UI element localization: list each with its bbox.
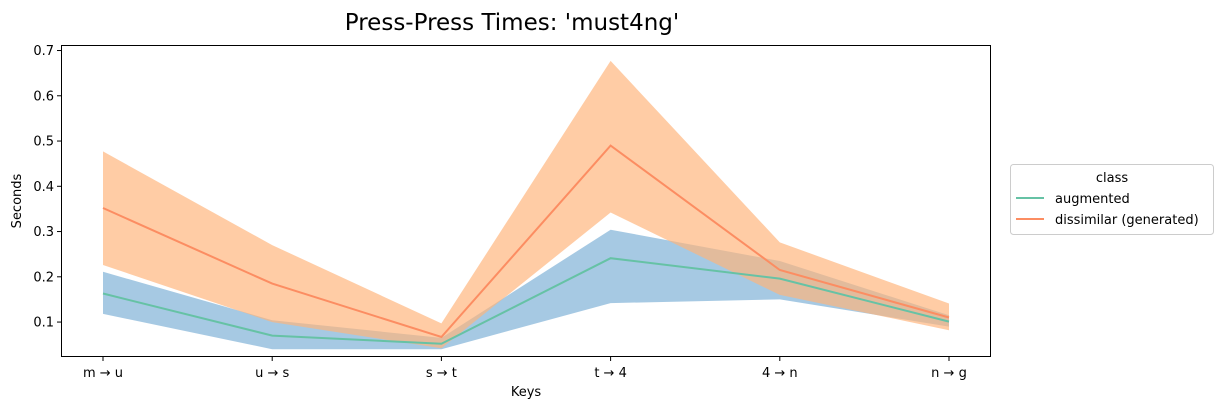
x-tick-label-1: u → s <box>255 366 289 381</box>
y-tick-label-5: 0.6 <box>33 89 54 104</box>
series-line-0 <box>102 257 950 345</box>
y-axis-label: Seconds <box>10 173 25 228</box>
legend-label-dissimilar: dissimilar (generated) <box>1055 213 1199 228</box>
series-lines <box>102 144 950 345</box>
x-tick-label-3: t → 4 <box>594 366 627 381</box>
y-axis-ticks: 0.1 0.2 0.3 0.4 0.5 0.6 0.7 <box>33 44 62 331</box>
x-axis-label: Keys <box>511 385 542 400</box>
band-1 <box>103 60 949 349</box>
legend-title: class <box>1096 171 1128 186</box>
legend-label-augmented: augmented <box>1055 192 1130 207</box>
legend: class augmented dissimilar (generated) <box>1010 164 1214 235</box>
x-tick-label-2: s → t <box>426 366 457 381</box>
y-tick-label-3: 0.4 <box>33 180 54 195</box>
x-tick-label-4: 4 → n <box>762 366 798 381</box>
y-tick-label-0: 0.1 <box>33 316 54 331</box>
x-tick-label-5: n → g <box>931 366 967 381</box>
y-tick-label-4: 0.5 <box>33 135 54 150</box>
series-line-1 <box>102 144 950 339</box>
y-tick-label-1: 0.2 <box>33 270 54 285</box>
y-tick-label-6: 0.7 <box>33 44 54 59</box>
legend-box <box>1010 164 1214 235</box>
plot-frame <box>61 45 991 357</box>
y-tick-label-2: 0.3 <box>33 225 54 240</box>
x-tick-label-0: m → u <box>83 366 123 381</box>
chart-title: Press-Press Times: 'must4ng' <box>345 10 679 36</box>
x-axis-ticks: m → u u → s s → t t → 4 4 → n n → g <box>83 356 967 381</box>
confidence-bands <box>103 60 949 350</box>
